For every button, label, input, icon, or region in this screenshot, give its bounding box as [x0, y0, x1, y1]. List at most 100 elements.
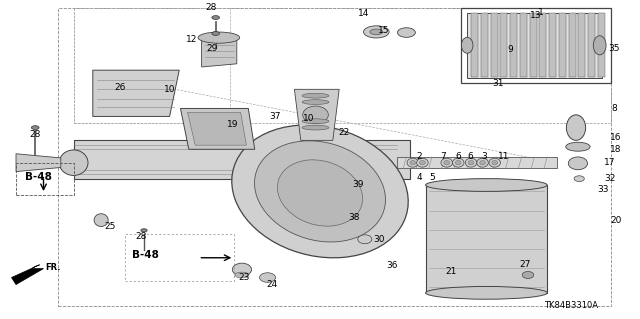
- Ellipse shape: [417, 158, 428, 167]
- Text: 28: 28: [29, 130, 41, 139]
- Ellipse shape: [480, 160, 486, 165]
- Text: 4: 4: [417, 173, 422, 182]
- Polygon shape: [471, 13, 478, 77]
- Ellipse shape: [141, 229, 147, 232]
- Text: 19: 19: [227, 120, 238, 129]
- Text: 21: 21: [445, 267, 457, 276]
- Text: B-48: B-48: [132, 249, 159, 260]
- Text: TK84B3310A: TK84B3310A: [545, 301, 598, 310]
- Ellipse shape: [468, 160, 474, 165]
- Text: 32: 32: [604, 174, 616, 183]
- Text: 15: 15: [378, 26, 390, 35]
- Ellipse shape: [302, 100, 329, 105]
- Polygon shape: [598, 13, 605, 77]
- Text: 33: 33: [597, 185, 609, 194]
- Ellipse shape: [260, 273, 275, 282]
- Ellipse shape: [441, 158, 452, 167]
- Text: 14: 14: [358, 9, 369, 18]
- Ellipse shape: [370, 29, 383, 35]
- Polygon shape: [294, 89, 339, 140]
- Ellipse shape: [342, 209, 356, 218]
- Text: 38: 38: [348, 213, 360, 222]
- Ellipse shape: [407, 158, 419, 167]
- Polygon shape: [529, 13, 536, 77]
- Polygon shape: [549, 13, 556, 77]
- Text: 37: 37: [269, 112, 281, 121]
- Ellipse shape: [94, 214, 108, 226]
- Ellipse shape: [31, 126, 39, 130]
- Ellipse shape: [492, 160, 498, 165]
- Text: 30: 30: [373, 235, 385, 244]
- Text: 8: 8: [612, 104, 617, 113]
- Text: 12: 12: [186, 35, 198, 44]
- Text: 6: 6: [456, 152, 461, 161]
- Polygon shape: [188, 112, 246, 145]
- Text: 20: 20: [610, 216, 621, 225]
- Polygon shape: [93, 70, 179, 116]
- Ellipse shape: [461, 37, 473, 53]
- Ellipse shape: [255, 141, 385, 242]
- Polygon shape: [510, 13, 517, 77]
- Ellipse shape: [303, 106, 328, 124]
- Text: 9: 9: [508, 45, 513, 54]
- Text: 29: 29: [207, 44, 218, 53]
- Ellipse shape: [212, 32, 220, 35]
- Text: 36: 36: [386, 261, 397, 270]
- Text: 17: 17: [604, 158, 616, 167]
- Polygon shape: [16, 154, 61, 172]
- Ellipse shape: [232, 125, 408, 258]
- Ellipse shape: [397, 28, 415, 37]
- Text: 2: 2: [417, 152, 422, 161]
- Text: 1: 1: [538, 8, 543, 17]
- Text: 6: 6: [468, 152, 473, 161]
- Ellipse shape: [566, 115, 586, 140]
- Ellipse shape: [60, 150, 88, 175]
- Ellipse shape: [364, 26, 389, 38]
- Ellipse shape: [302, 119, 329, 124]
- Text: 31: 31: [492, 79, 504, 88]
- Text: B-48: B-48: [25, 172, 52, 182]
- Polygon shape: [520, 13, 527, 77]
- Polygon shape: [490, 13, 497, 77]
- Text: 26: 26: [115, 83, 126, 92]
- Ellipse shape: [302, 93, 329, 98]
- Ellipse shape: [235, 272, 249, 278]
- Polygon shape: [568, 13, 575, 77]
- Text: 25: 25: [104, 222, 116, 231]
- Text: 35: 35: [609, 44, 620, 53]
- Polygon shape: [540, 13, 547, 77]
- Text: 22: 22: [338, 128, 349, 137]
- Ellipse shape: [358, 235, 372, 244]
- Ellipse shape: [232, 263, 252, 276]
- Text: 28: 28: [135, 232, 147, 241]
- Ellipse shape: [302, 125, 329, 130]
- Ellipse shape: [198, 32, 240, 43]
- Ellipse shape: [212, 16, 220, 19]
- Ellipse shape: [489, 158, 500, 167]
- Ellipse shape: [452, 158, 464, 167]
- Text: 13: 13: [530, 11, 541, 20]
- Polygon shape: [397, 157, 557, 168]
- Text: 23: 23: [239, 273, 250, 282]
- Ellipse shape: [568, 157, 588, 170]
- Polygon shape: [500, 13, 508, 77]
- Ellipse shape: [277, 160, 363, 226]
- Polygon shape: [559, 13, 566, 77]
- Text: 18: 18: [610, 145, 621, 154]
- Text: 28: 28: [205, 4, 217, 12]
- Text: 39: 39: [353, 180, 364, 189]
- Polygon shape: [180, 108, 255, 149]
- Text: 10: 10: [303, 114, 315, 122]
- Ellipse shape: [444, 160, 449, 165]
- Ellipse shape: [426, 286, 547, 299]
- Text: 3: 3: [482, 152, 487, 161]
- Text: FR.: FR.: [45, 263, 60, 272]
- Text: 5: 5: [429, 173, 435, 182]
- Ellipse shape: [420, 160, 426, 165]
- Polygon shape: [579, 13, 586, 77]
- Text: 7: 7: [441, 152, 446, 161]
- Ellipse shape: [410, 160, 416, 165]
- Polygon shape: [467, 13, 602, 78]
- Text: 16: 16: [610, 133, 621, 142]
- Ellipse shape: [566, 142, 590, 151]
